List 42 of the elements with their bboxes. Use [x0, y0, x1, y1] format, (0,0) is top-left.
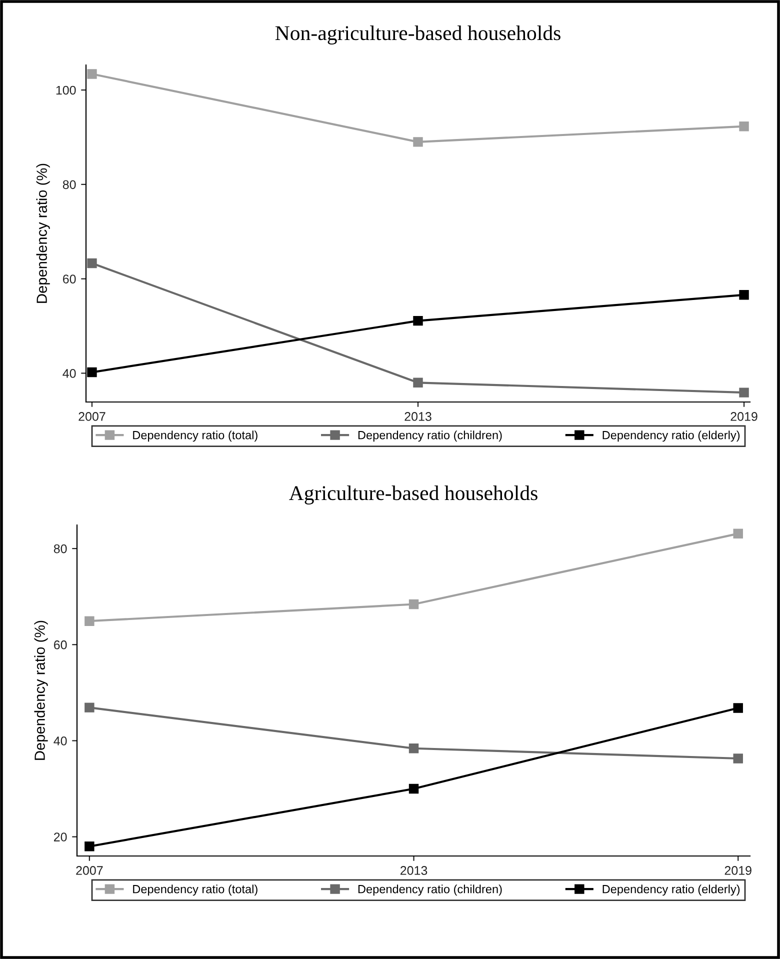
point: [733, 754, 743, 764]
y-tick-label: 80: [62, 180, 76, 190]
y-axis-title: Dependency ratio (%): [34, 620, 48, 760]
y-tick-label: 80: [54, 544, 67, 554]
point: [408, 599, 419, 610]
x-tick-label: 2013: [404, 412, 432, 421]
point: [408, 784, 419, 794]
y-axis-title: Dependency ratio (%): [36, 164, 50, 303]
point: [87, 69, 97, 79]
chart-title: Non-agriculture-based households: [275, 26, 560, 44]
point: [739, 388, 749, 398]
x-tick-label: 2019: [730, 412, 758, 421]
y-tick-label: 60: [63, 274, 76, 284]
legend-label: Dependency ratio (elderly): [602, 884, 740, 896]
point: [87, 367, 97, 378]
y-tick-label: 20: [54, 832, 67, 842]
legend-label: Dependency ratio (children): [358, 430, 502, 442]
point: [84, 842, 94, 852]
point: [413, 316, 423, 326]
point: [87, 258, 97, 268]
legend-label: Dependency ratio (total): [133, 430, 258, 442]
point: [733, 703, 743, 713]
point: [84, 616, 94, 626]
x-tick-label: 2019: [724, 866, 752, 875]
x-tick-label: 2013: [400, 866, 428, 875]
y-tick-label: 60: [54, 640, 67, 650]
legend-label: Dependency ratio (total): [133, 884, 258, 896]
point: [733, 528, 743, 539]
point: [408, 744, 419, 754]
point: [413, 137, 423, 147]
y-tick-label: 40: [62, 369, 76, 378]
point: [739, 121, 749, 132]
y-tick-label: 100: [56, 86, 76, 95]
legend-label: Dependency ratio (children): [358, 884, 502, 896]
x-tick-label: 2007: [78, 412, 106, 421]
point: [413, 378, 423, 388]
legend-label: Dependency ratio (elderly): [602, 430, 740, 442]
point: [84, 702, 94, 712]
x-tick-label: 2007: [76, 866, 103, 875]
y-tick-label: 40: [54, 736, 67, 746]
point: [739, 290, 749, 300]
chart-title: Agriculture-based households: [289, 486, 538, 504]
